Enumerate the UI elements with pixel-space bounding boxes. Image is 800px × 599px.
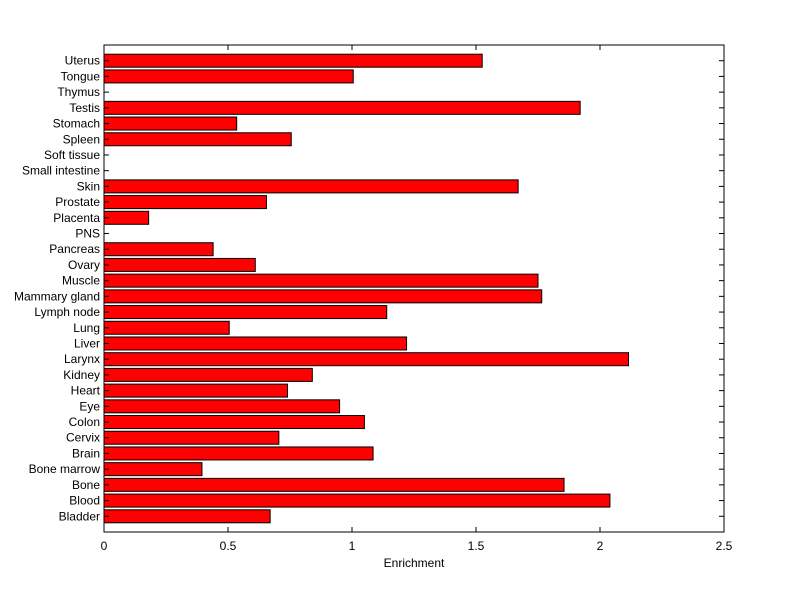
bar-lung [103, 320, 230, 335]
y-tick-label: Cervix [66, 431, 100, 445]
y-tick-label: Liver [74, 336, 100, 350]
bar-larynx [103, 352, 630, 367]
y-tick-label: Ovary [68, 258, 100, 272]
bar-testis [103, 100, 581, 115]
bar-heart [103, 383, 289, 398]
bar-placenta [103, 210, 150, 225]
bar-prostate [103, 195, 267, 210]
y-tick-label: Soft tissue [44, 148, 100, 162]
y-tick-label: Kidney [63, 368, 100, 382]
bar-blood [103, 493, 611, 508]
bar-muscle [103, 273, 539, 288]
y-tick-label: Skin [77, 179, 100, 193]
x-tick-label: 1 [349, 539, 356, 553]
y-tick-label: Eye [79, 399, 100, 413]
bar-liver [103, 336, 408, 351]
bar-cervix [103, 430, 280, 445]
bar-skin [103, 179, 519, 194]
x-axis-label: Enrichment [384, 556, 445, 570]
y-tick-label: Pancreas [49, 242, 100, 256]
y-tick-label: PNS [75, 227, 100, 241]
y-tick-label: Spleen [63, 132, 100, 146]
bar-tongue [103, 69, 354, 84]
bar-stomach [103, 116, 238, 131]
y-tick-label: Brain [72, 446, 100, 460]
y-tick-label: Muscle [62, 274, 100, 288]
y-tick-label: Tongue [61, 69, 101, 83]
y-tick-label: Bone [72, 478, 100, 492]
y-tick-label: Prostate [55, 195, 100, 209]
y-tick-label: Colon [69, 415, 100, 429]
y-tick-label: Lymph node [34, 305, 100, 319]
bar-kidney [103, 367, 313, 382]
bar-spleen [103, 132, 292, 147]
y-tick-label: Bone marrow [29, 462, 101, 476]
bar-pancreas [103, 242, 214, 257]
y-tick-label: Placenta [53, 211, 100, 225]
y-tick-label: Blood [69, 494, 100, 508]
bar-brain [103, 446, 374, 461]
bar-bladder [103, 509, 271, 524]
bar-uterus [103, 53, 483, 68]
y-tick-label: Thymus [57, 85, 100, 99]
y-tick-label: Lung [73, 321, 100, 335]
y-tick-label: Stomach [53, 117, 100, 131]
x-tick-label: 1.5 [468, 539, 485, 553]
y-tick-label: Heart [71, 384, 101, 398]
bar-colon [103, 415, 365, 430]
bar-eye [103, 399, 341, 414]
y-tick-label: Uterus [65, 54, 100, 68]
x-tick-label: 0 [101, 539, 108, 553]
x-tick-label: 2.5 [716, 539, 733, 553]
y-tick-label: Testis [69, 101, 100, 115]
y-tick-label: Larynx [64, 352, 100, 366]
y-tick-label: Bladder [59, 509, 100, 523]
x-tick-label: 2 [597, 539, 604, 553]
bar-bone-marrow [103, 462, 203, 477]
bar-ovary [103, 257, 256, 272]
y-tick-label: Mammary gland [14, 289, 100, 303]
bar-lymph-node [103, 305, 388, 320]
y-tick-label: Small intestine [22, 164, 100, 178]
x-tick-label: 0.5 [220, 539, 237, 553]
bar-mammary-gland [103, 289, 543, 304]
bar-bone [103, 477, 565, 492]
